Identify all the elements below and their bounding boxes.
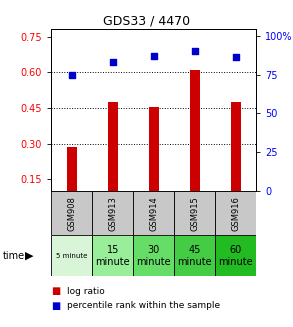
Text: 60
minute: 60 minute: [219, 245, 253, 267]
Text: log ratio: log ratio: [67, 286, 105, 296]
Text: percentile rank within the sample: percentile rank within the sample: [67, 301, 221, 310]
Text: 30
minute: 30 minute: [137, 245, 171, 267]
Text: GSM916: GSM916: [231, 196, 240, 231]
Point: [69, 72, 74, 77]
Point: [110, 60, 115, 65]
Bar: [133, 191, 174, 235]
Point: [193, 49, 197, 54]
Bar: [92, 235, 133, 276]
Bar: [215, 191, 256, 235]
Text: GSM914: GSM914: [149, 196, 158, 231]
Text: ▶: ▶: [25, 251, 34, 261]
Bar: [149, 107, 159, 215]
Point: [151, 53, 156, 59]
Text: ■: ■: [51, 301, 61, 311]
Bar: [108, 102, 118, 215]
Bar: [51, 235, 92, 276]
Text: ■: ■: [51, 286, 61, 296]
Bar: [133, 235, 174, 276]
Bar: [190, 70, 200, 215]
Text: GDS33 / 4470: GDS33 / 4470: [103, 15, 190, 28]
Text: 5 minute: 5 minute: [56, 253, 88, 259]
Bar: [215, 235, 256, 276]
Bar: [51, 191, 92, 235]
Text: 45
minute: 45 minute: [178, 245, 212, 267]
Bar: [67, 147, 77, 215]
Bar: [174, 191, 215, 235]
Text: GSM915: GSM915: [190, 196, 199, 231]
Bar: [92, 191, 133, 235]
Text: GSM908: GSM908: [67, 196, 76, 231]
Bar: [231, 102, 241, 215]
Text: GSM913: GSM913: [108, 196, 117, 231]
Text: 15
minute: 15 minute: [96, 245, 130, 267]
Bar: [174, 235, 215, 276]
Point: [234, 55, 238, 60]
Text: time: time: [3, 251, 25, 261]
